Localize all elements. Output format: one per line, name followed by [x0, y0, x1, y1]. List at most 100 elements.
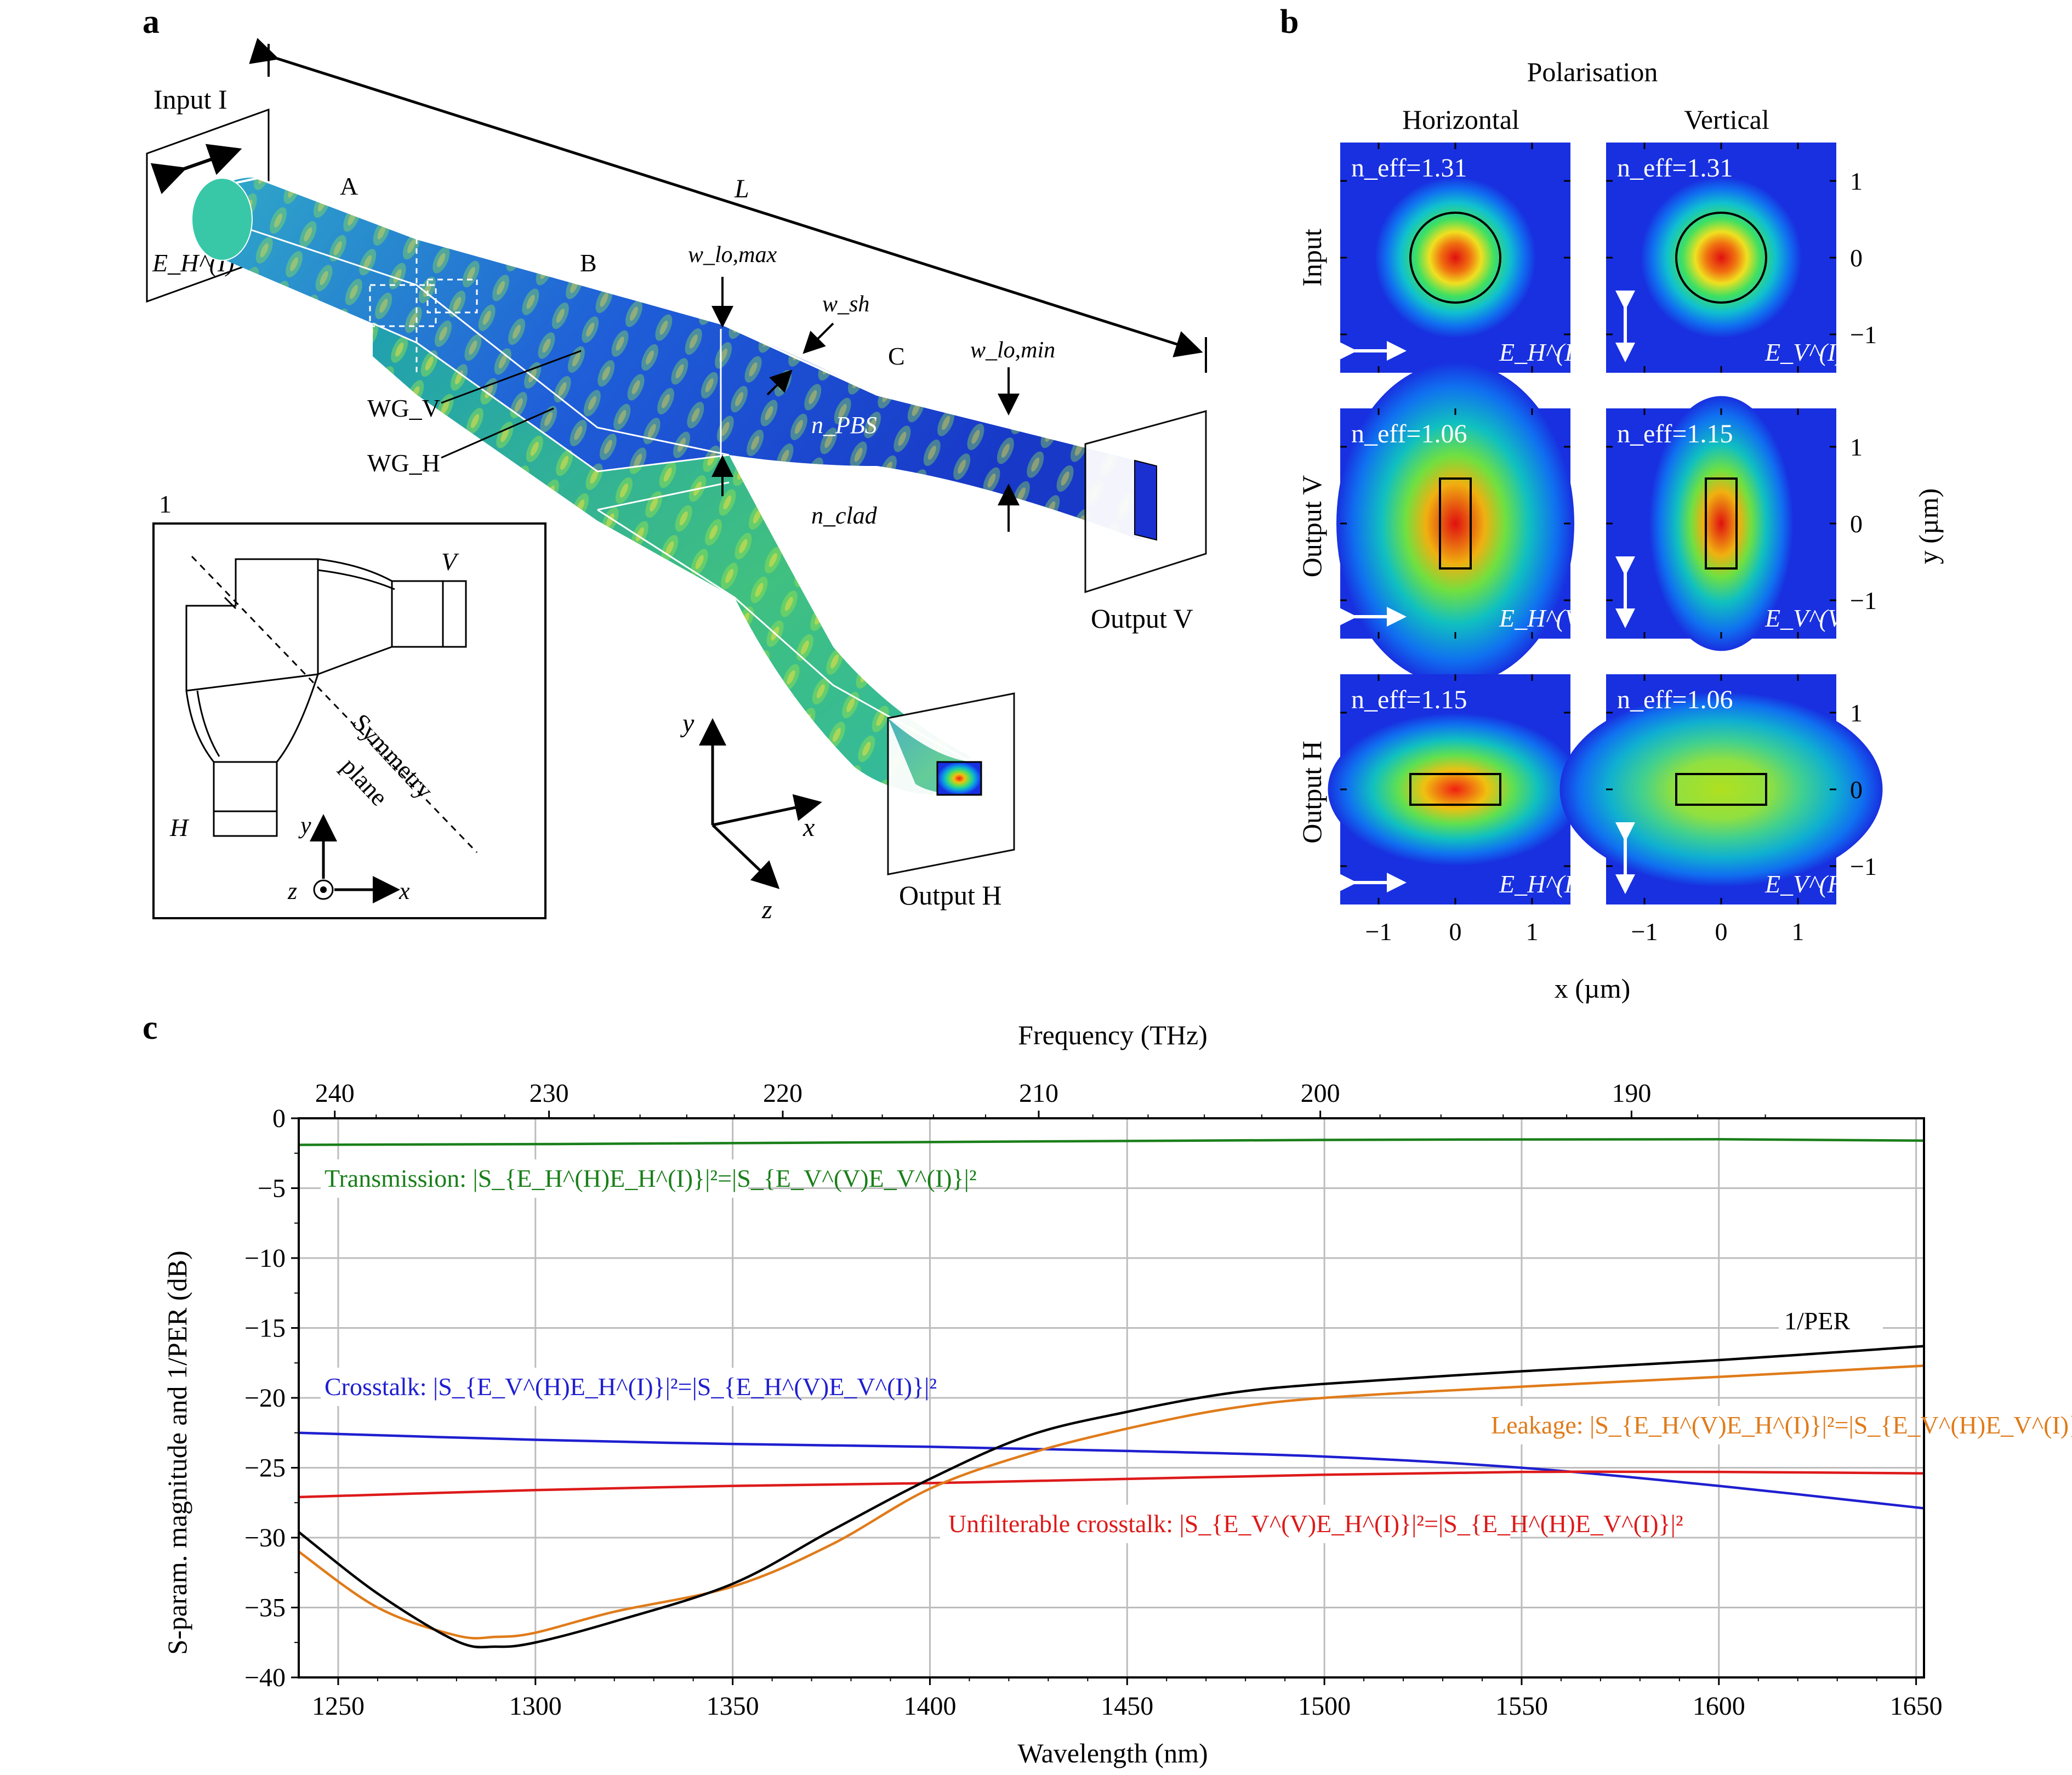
x-tick-label: 1450	[1101, 1692, 1153, 1721]
mode-ytick-label: 0	[1850, 510, 1863, 538]
core-outline	[1439, 477, 1472, 570]
inset-v-arm-inner	[317, 569, 395, 590]
panel-b-letter: b	[1280, 3, 1299, 41]
axis-z-arrow	[711, 824, 780, 889]
x-tick-label: 1650	[1890, 1692, 1943, 1721]
y-tick-label: −10	[244, 1244, 286, 1273]
y-tick-label: −25	[244, 1454, 286, 1483]
mode-profile	[1559, 691, 1883, 887]
inset-frame	[152, 522, 547, 919]
col-title-horizontal: Horizontal	[1402, 104, 1519, 135]
output-v-label: Output V	[1091, 603, 1193, 634]
neff-label: n_eff=1.15	[1617, 419, 1733, 448]
panel-b-ylabel: y (µm)	[1913, 488, 1944, 565]
row-title-output-v: Output V	[1296, 475, 1327, 578]
inset-v-label: V	[441, 548, 459, 576]
dashed-box-2	[426, 278, 478, 314]
wg-h-label: WG_H	[367, 449, 440, 477]
transmission-annotation: Transmission: |S_{E_H^(H)E_H^(I)}|²=|S_{…	[325, 1164, 977, 1192]
inset-h-arm-inner	[196, 690, 220, 757]
field-label: E_H^(V)	[1499, 604, 1588, 632]
mode-ytick-label: −1	[1850, 852, 1877, 880]
crosstalk-annotation: Crosstalk: |S_{E_V^(H)E_H^(I)}|²=|S_{E_H…	[325, 1373, 937, 1401]
mode-xtick-label: −1	[1365, 918, 1392, 946]
top-tick-label: 220	[763, 1079, 802, 1108]
axis-y-label: y	[680, 709, 695, 738]
x-tick-label: 1500	[1298, 1692, 1351, 1721]
per-annotation: 1/PER	[1784, 1307, 1850, 1335]
core-outline	[1409, 773, 1501, 806]
mode-ytick-label: 1	[1850, 699, 1863, 727]
mode-cell: n_eff=1.15 E_V^(V) 1 0 −1	[1606, 396, 1877, 651]
n-pbs-label: n_PBS	[811, 412, 877, 439]
inset-corner	[224, 596, 237, 610]
row-title-input: Input	[1296, 229, 1327, 287]
series-line-leakage	[298, 1364, 1925, 1640]
inset-1: 1 V H Symmetry plane	[152, 490, 547, 919]
input-label: Input I	[153, 84, 227, 115]
x-tick-label: 1350	[707, 1692, 759, 1721]
y-tick-label: 0	[272, 1104, 286, 1133]
input-end-cap	[191, 178, 253, 261]
x-tick-label: 1550	[1495, 1692, 1548, 1721]
panel-b-xlabel: x (µm)	[1555, 973, 1631, 1004]
inset-symmetry-plane	[191, 555, 478, 854]
leakage-annotation: Leakage: |S_{E_H^(V)E_H^(I)}|²=|S_{E_V^(…	[1491, 1411, 2072, 1439]
chart-series	[298, 1137, 1925, 1649]
section-c-lower-boundary	[597, 481, 730, 511]
wg-v-leader	[441, 350, 582, 404]
wg-inner-edge	[219, 218, 730, 456]
n-clad-label: n_clad	[811, 502, 878, 529]
waveguide-field-pattern	[219, 178, 1140, 540]
section-b-label: B	[580, 249, 597, 277]
mode-cell: n_eff=1.06 E_H^(V)	[1336, 362, 1588, 685]
output-h-face	[936, 761, 982, 796]
field-label: E_V^(V)	[1764, 604, 1851, 632]
w-sh-arrow	[802, 322, 834, 354]
leakage-label-bg	[1480, 1406, 1864, 1444]
output-h-label: Output H	[899, 880, 1002, 911]
transmission-label-bg	[321, 1159, 748, 1198]
section-a-label: A	[340, 172, 358, 200]
mode-xtick-label: 0	[1449, 918, 1462, 946]
panel-b: b Polarisation Horizontal Vertical Input…	[1280, 3, 1944, 1004]
inset-v-port	[391, 580, 467, 648]
field-label: E_H^(H)	[1499, 870, 1591, 898]
per-label-bg	[1779, 1305, 1883, 1338]
unfilterable-label-bg	[940, 1505, 1510, 1543]
neff-label: n_eff=1.06	[1351, 419, 1467, 448]
polarisation-title: Polarisation	[1527, 56, 1658, 87]
mode-xtick-label: 0	[1715, 918, 1728, 946]
top-tick-label: 200	[1301, 1079, 1340, 1108]
neff-label: n_eff=1.31	[1617, 153, 1733, 183]
top-tick-label: 210	[1019, 1079, 1058, 1108]
w-lo-max-label: w_lo,max	[688, 242, 777, 268]
y-tick-label: −30	[244, 1523, 286, 1552]
mode-ytick-label: 0	[1850, 776, 1863, 804]
top-tick-label: 190	[1612, 1079, 1651, 1108]
neff-label: n_eff=1.31	[1351, 153, 1467, 183]
x-tick-label: 1400	[903, 1692, 956, 1721]
field-label: E_H^(I)	[1499, 338, 1581, 366]
x-tick-label: 1250	[312, 1692, 365, 1721]
col-title-vertical: Vertical	[1684, 104, 1769, 135]
series-line-1-per	[298, 1345, 1925, 1649]
w-lo-min-label: w_lo,min	[970, 338, 1055, 363]
top-tick-label: 230	[530, 1079, 569, 1108]
neff-label: n_eff=1.06	[1617, 685, 1733, 714]
chart-axes: 1250 1300 1350 1400 1450 1500 1550 1600 1650 0 −5 −…	[244, 1079, 1943, 1721]
mode-ytick-label: 1	[1850, 433, 1863, 461]
mode-cell: n_eff=1.06E_V^(H)−1 0 110−1	[1559, 674, 1883, 946]
mode-cell: n_eff=1.15 E_H^(H) −1 0 1	[1328, 674, 1591, 946]
top-tick-label: 240	[315, 1079, 355, 1108]
inset-y-label: y	[298, 812, 311, 839]
mode-xtick-label: −1	[1631, 918, 1658, 946]
axis-x-arrow	[712, 794, 822, 827]
panel-c-letter: c	[143, 1009, 158, 1046]
mode-profile	[1328, 713, 1583, 866]
row-title-output-h: Output H	[1296, 741, 1327, 844]
core-outline	[1675, 212, 1767, 304]
wg-top-edge	[219, 177, 1141, 462]
input-polarisation-arrow	[150, 144, 242, 195]
w-sh-label: w_sh	[822, 292, 869, 317]
